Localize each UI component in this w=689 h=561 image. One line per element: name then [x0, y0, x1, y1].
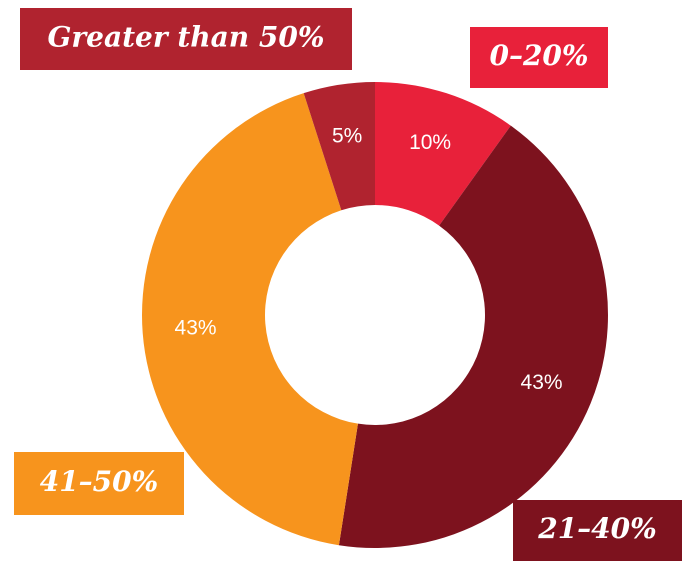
- legend-label: 21–40%: [537, 512, 657, 545]
- value-label: 5%: [332, 125, 362, 148]
- donut-segment: [375, 82, 511, 226]
- legend-label: 0–20%: [489, 39, 588, 72]
- legend-label: Greater than 50%: [48, 21, 325, 54]
- donut-segment: [338, 125, 609, 549]
- value-label: 43%: [175, 317, 217, 340]
- legend-box: [470, 27, 608, 88]
- legend-box: [513, 500, 682, 561]
- legend-label: 41–50%: [40, 465, 159, 498]
- value-label: 43%: [521, 371, 563, 394]
- donut-segment: [141, 93, 358, 546]
- value-label: 10%: [409, 131, 451, 154]
- donut-segment: [303, 82, 375, 211]
- legend-box: [14, 452, 184, 515]
- legend-box: [20, 8, 352, 70]
